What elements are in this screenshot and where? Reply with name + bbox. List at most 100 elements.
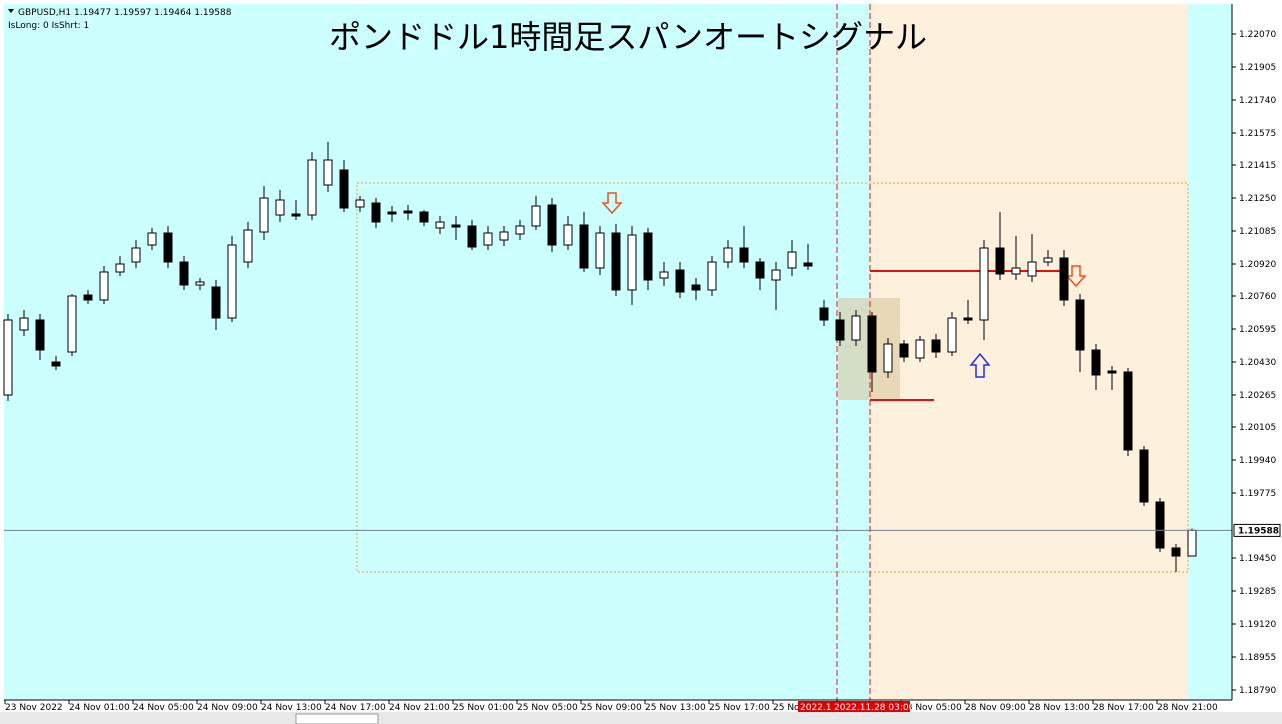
y-tick-label: 1.18790 [1239,686,1276,696]
x-tick-label: 24 Nov 05:00 [133,703,194,713]
candle-body [531,205,541,227]
candle-body [163,232,173,263]
x-tick-label: 24 Nov 09:00 [197,703,258,713]
candle-body [115,263,125,273]
candle-body [691,284,701,291]
y-tick-label: 1.22070 [1239,30,1276,40]
sell-arrow [1065,265,1087,288]
x-tick-label: 25 Nov 17:00 [709,703,770,713]
x-tick-label: 25 Nov 09:00 [581,703,642,713]
candle-body [803,262,813,267]
candle-body [515,225,525,235]
candle-body [195,281,205,286]
candle-body [835,319,845,341]
candle-body [51,361,61,367]
x-tick-label: 25 Nov 13:00 [645,703,706,713]
candle-body [323,159,333,186]
candle-body [1059,257,1069,301]
tab[interactable] [295,713,379,724]
candle-body [867,315,877,373]
y-tick-label: 1.19450 [1239,554,1276,564]
y-tick-label: 1.20265 [1239,391,1276,401]
tab-bar [0,712,1282,724]
marker-label: 2022.1 [800,703,832,713]
y-tick-label: 1.20430 [1239,358,1276,368]
candle-body [979,247,989,321]
price-badge [1233,523,1281,537]
candle-body [547,204,557,246]
candle-body [595,232,605,269]
x-tick-label: 25 Nov 05:00 [517,703,578,713]
candle-body [563,224,573,246]
x-tick-label: 28 Nov 17:00 [1093,703,1154,713]
candle-body [99,271,109,301]
y-tick-label: 1.21085 [1239,227,1276,237]
status: IsLong: 0 IsShrt: 1 [8,21,89,31]
menu-icon[interactable] [8,9,14,13]
candle-body [339,169,349,209]
candle-body [643,232,653,281]
y-tick-label: 1.19775 [1239,489,1276,499]
candle-body [915,339,925,359]
candle-body [659,271,669,279]
candle-body [819,307,829,321]
candle-body [1075,299,1085,351]
chart-title: ポンドドル1時間足スパンオートシグナル [329,18,927,56]
candle-body [995,247,1005,275]
x-tick-label: 24 Nov 17:00 [325,703,386,713]
price-axis [1232,0,1282,712]
y-tick-label: 1.20760 [1239,292,1276,302]
y-tick-label: 1.20105 [1239,423,1276,433]
x-tick-label: 24 Nov 21:00 [389,703,450,713]
candle-body [435,221,445,229]
candle-body [675,269,685,293]
candle-body [1171,547,1181,557]
candle-body [291,213,301,217]
candle-body [723,247,733,263]
x-tick-label: 28 Nov 13:00 [1029,703,1090,713]
candle-body [35,319,45,351]
candle-body [755,261,765,279]
y-tick-label: 1.19940 [1239,456,1276,466]
candle-body [963,317,973,321]
y-tick-label: 1.18955 [1239,653,1276,663]
y-tick-label: 1.20595 [1239,325,1276,335]
y-tick-label: 1.21575 [1239,129,1276,139]
y-tick-label: 1.21905 [1239,63,1276,73]
symbol-info: GBPUSD,H1 1.19477 1.19597 1.19464 1.1958… [18,8,232,18]
candle-body [707,261,717,291]
candle-body [787,251,797,269]
candle-body [611,232,621,291]
candle-body [627,234,637,291]
y-tick-label: 1.20920 [1239,260,1276,270]
x-tick-label: 23 Nov 2022 [5,703,63,713]
y-tick-label: 1.19120 [1239,620,1276,630]
candle-body [451,224,461,228]
candle-body [1123,371,1133,451]
candle-body [307,159,317,216]
candle-body [579,224,589,269]
candle-body [147,232,157,246]
x-tick-label: 28 Nov 21:00 [1157,703,1218,713]
candle-body [211,286,221,319]
candle-body [83,294,93,301]
candle-body [1091,349,1101,376]
x-tick-label: 28 Nov 05:00 [901,703,962,713]
y-tick-label: 1.19285 [1239,587,1276,597]
marker-badge [832,701,910,712]
candle-body [275,199,285,216]
candle-body [739,247,749,263]
candle-body [771,269,781,281]
candle-body [883,343,893,373]
x-tick-label: 24 Nov 13:00 [261,703,322,713]
x-tick-label: 25 Nov 01:00 [453,703,514,713]
candle-body [1011,267,1021,275]
x-tick-label: 28 Nov 09:00 [965,703,1026,713]
candle-body [131,247,141,263]
y-tick-label: 1.21250 [1239,194,1276,204]
candle-body [499,231,509,241]
candle-body [467,225,477,248]
candle-body [947,317,957,353]
y-tick-label: 1.21740 [1239,96,1276,106]
